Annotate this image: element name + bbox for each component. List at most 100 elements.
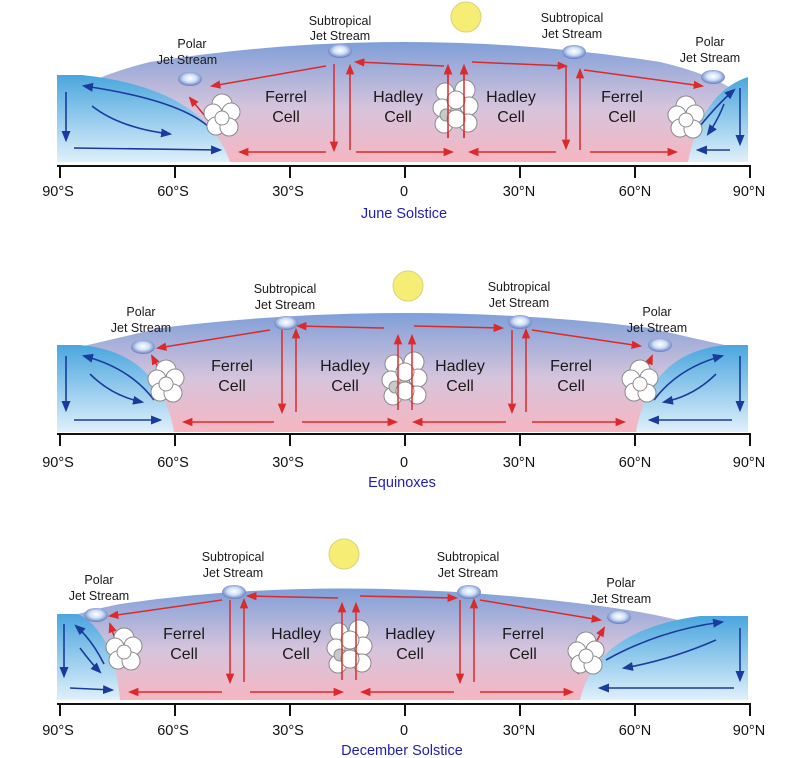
tick-label: 90°N [733, 723, 765, 739]
jet-label-top: Subtropical [541, 11, 604, 25]
panel-title: June Solstice [361, 206, 447, 222]
tick-label: 30°S [272, 184, 304, 200]
cell-label-bottom: Cell [396, 646, 424, 663]
polar-cell-arrows-north [647, 354, 745, 425]
updraft-arrows [443, 63, 469, 138]
tick-label: 60°S [157, 184, 189, 200]
latitude-axis [57, 165, 751, 178]
cell-label-top: Hadley [271, 626, 321, 643]
polar-cap-south [57, 75, 230, 162]
jet-stream-icon [84, 608, 108, 622]
tick-label: 90°N [733, 184, 765, 200]
jet-stream-icon [328, 44, 352, 58]
polar-cap-south [57, 345, 174, 432]
cell-label-bottom: Cell [170, 646, 198, 663]
jet-label-top: Polar [606, 576, 635, 590]
polar-cell-arrows-north [695, 88, 745, 155]
panel-december-solstice: Polar Jet Stream Subtropical Jet Stream … [42, 538, 765, 758]
jet-label-bottom: Jet Stream [157, 53, 217, 67]
jet-label-top: Subtropical [254, 282, 317, 296]
convection-cloud-icon [381, 351, 428, 406]
jet-stream-icon [457, 585, 481, 599]
jet-label-top: Subtropical [488, 280, 551, 294]
jet-label-bottom: Jet Stream [591, 592, 651, 606]
polar-cell-arrows-north [597, 618, 745, 693]
updraft-arrows [393, 333, 417, 410]
jet-label-bottom: Jet Stream [69, 589, 129, 603]
convection-cloud-icon [326, 619, 373, 674]
tick-label: 0 [400, 723, 408, 739]
tick-label: 60°N [619, 455, 651, 471]
cell-label-top: Ferrel [211, 358, 253, 375]
cell-label-bottom: Cell [282, 646, 310, 663]
updraft-arrows [337, 601, 361, 680]
jet-stream-icon [178, 72, 202, 86]
latitude-axis [57, 433, 751, 446]
polar-cap-north [636, 345, 748, 432]
cell-label-top: Ferrel [601, 89, 643, 106]
latitude-axis [57, 703, 751, 716]
jet-stream-icon [131, 340, 155, 354]
jet-stream-icon [648, 338, 672, 352]
cell-label-top: Hadley [373, 89, 423, 106]
polar-cell-arrows-south [59, 624, 115, 695]
cell-label-bottom: Cell [509, 646, 537, 663]
sun-icon [450, 1, 482, 33]
jet-label-bottom: Jet Stream [255, 298, 315, 312]
jet-label-top: Polar [695, 35, 724, 49]
tick-label: 30°S [272, 455, 304, 471]
jet-stream-icon [508, 315, 532, 329]
jet-label-bottom: Jet Stream [203, 566, 263, 580]
jet-label-bottom: Jet Stream [310, 29, 370, 43]
tick-label: 90°S [42, 455, 74, 471]
jet-label-top: Polar [84, 573, 113, 587]
tick-label: 30°N [503, 455, 535, 471]
panel-equinoxes: Polar Jet Stream Subtropical Jet Stream … [42, 270, 765, 491]
jet-label-bottom: Jet Stream [542, 27, 602, 41]
jet-stream-icon [607, 610, 631, 624]
jet-stream-icon [701, 70, 725, 84]
cell-label-bottom: Cell [608, 109, 636, 126]
cell-label-bottom: Cell [557, 378, 585, 395]
cell-label-bottom: Cell [446, 378, 474, 395]
polar-cell-arrows-south [61, 353, 163, 425]
panel-june-solstice: Polar Jet Stream Subtropical Jet Stream … [42, 1, 765, 222]
jet-label-top: Subtropical [309, 14, 372, 28]
tick-label: 60°S [157, 455, 189, 471]
tick-label: 60°N [619, 184, 651, 200]
cell-label-top: Hadley [435, 358, 485, 375]
jet-label-top: Subtropical [202, 550, 265, 564]
jet-label-top: Polar [126, 305, 155, 319]
jet-stream-icon [274, 316, 298, 330]
tick-label: 30°S [272, 723, 304, 739]
jet-label-bottom: Jet Stream [438, 566, 498, 580]
cell-label-bottom: Cell [272, 109, 300, 126]
jet-label-bottom: Jet Stream [680, 51, 740, 65]
panel-title: Equinoxes [368, 475, 436, 491]
tick-label: 60°N [619, 723, 651, 739]
cell-label-top: Hadley [486, 89, 536, 106]
tick-label: 30°N [503, 184, 535, 200]
sun-icon [392, 270, 424, 302]
tick-label: 90°N [733, 455, 765, 471]
panel-title: December Solstice [341, 743, 463, 758]
cell-label-top: Hadley [385, 626, 435, 643]
cell-label-top: Ferrel [163, 626, 205, 643]
jet-label-top: Subtropical [437, 550, 500, 564]
cell-label-top: Hadley [320, 358, 370, 375]
jet-label-bottom: Jet Stream [627, 321, 687, 335]
jet-stream-icon [562, 45, 586, 59]
sun-icon [328, 538, 360, 570]
cell-label-top: Ferrel [550, 358, 592, 375]
polar-cap-south [57, 614, 120, 700]
cell-label-top: Ferrel [265, 89, 307, 106]
tick-label: 60°S [157, 723, 189, 739]
jet-label-bottom: Jet Stream [111, 321, 171, 335]
jet-stream-icon [222, 585, 246, 599]
polar-cell-arrows-south [61, 82, 223, 155]
cell-label-bottom: Cell [331, 378, 359, 395]
cell-label-top: Ferrel [502, 626, 544, 643]
tick-label: 0 [400, 455, 408, 471]
cell-label-bottom: Cell [497, 109, 525, 126]
